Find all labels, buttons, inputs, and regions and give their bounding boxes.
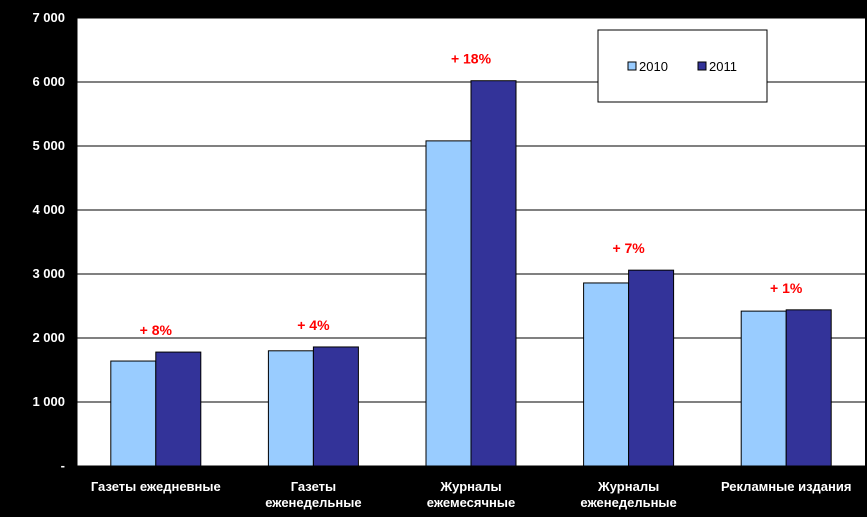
bar-2010	[583, 282, 630, 467]
legend-swatch-2010	[627, 61, 637, 71]
x-axis-categories: Газеты ежедневные ГазетыеженедельныеЖурна…	[91, 479, 852, 510]
y-tick-label: 2 000	[32, 330, 65, 345]
y-tick-label: 6 000	[32, 74, 65, 89]
y-tick-label: 5 000	[32, 138, 65, 153]
x-category-label: Журналы	[597, 479, 659, 494]
growth-annotation: + 18%	[451, 51, 492, 67]
y-axis-ticks: - 1 000 2 000 3 000 4 000 5 000 6 000 7 000	[32, 10, 65, 473]
bar-2011	[470, 80, 517, 467]
bar-2011	[312, 346, 359, 467]
bar-2010	[425, 140, 472, 467]
y-tick-label: 1 000	[32, 394, 65, 409]
legend-label-2011: 2011	[709, 59, 737, 74]
growth-annotation: + 1%	[770, 280, 803, 296]
x-category-label: Газеты	[291, 479, 336, 494]
bar-2010	[740, 310, 787, 467]
bar-2011	[785, 309, 832, 467]
x-category-label: еженедельные	[580, 495, 676, 510]
bar-2011	[155, 351, 202, 467]
legend-swatch-2011	[697, 61, 707, 71]
x-category-label: Рекламные издания	[721, 479, 852, 494]
bar-2010	[267, 350, 314, 467]
bar-2010	[110, 360, 157, 467]
x-category-label: ежемесячные	[427, 495, 515, 510]
growth-annotation: + 8%	[140, 322, 173, 338]
x-category-label: еженедельные	[265, 495, 361, 510]
legend-box	[597, 29, 768, 103]
axes	[72, 17, 866, 471]
y-tick-label: 3 000	[32, 266, 65, 281]
annotations: + 8% + 4% + 18% + 7% + 1%	[140, 51, 803, 338]
bars	[110, 80, 832, 467]
legend: 2010 2011	[597, 29, 768, 103]
growth-annotation: + 4%	[297, 317, 330, 333]
legend-label-2010: 2010	[639, 59, 668, 74]
y-tick-label: -	[61, 458, 65, 473]
bar-2011	[628, 269, 675, 467]
y-tick-label: 7 000	[32, 10, 65, 25]
growth-annotation: + 7%	[612, 240, 645, 256]
y-tick-label: 4 000	[32, 202, 65, 217]
x-category-label: Журналы	[439, 479, 501, 494]
x-category-label: Газеты ежедневные	[91, 479, 221, 494]
